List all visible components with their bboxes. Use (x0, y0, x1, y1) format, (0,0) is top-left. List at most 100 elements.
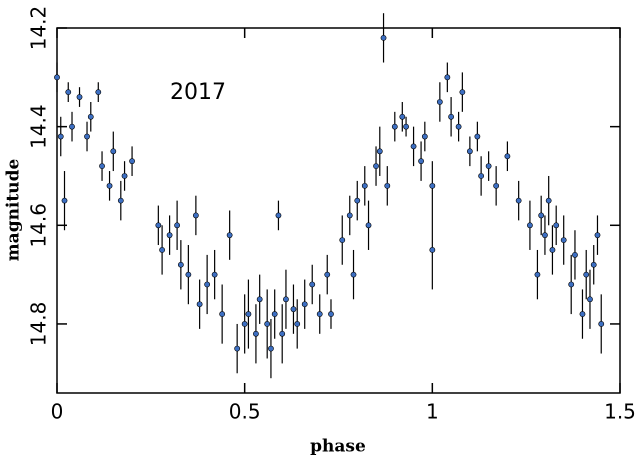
data-point (65, 89, 72, 96)
data-point (418, 158, 424, 165)
data-point (478, 173, 485, 179)
data-point (301, 301, 308, 308)
data-point (99, 163, 105, 170)
data-point (54, 74, 60, 81)
data-point (196, 301, 203, 308)
data-point (339, 237, 346, 243)
data-point (542, 232, 548, 239)
data-point (309, 281, 316, 288)
data-point (279, 330, 286, 337)
data-point (275, 212, 282, 219)
data-point (159, 247, 165, 253)
data-point (121, 173, 128, 179)
data-point (493, 182, 500, 189)
data-point (403, 123, 409, 130)
x-tick-label: 1.5 (604, 400, 636, 424)
data-point (448, 113, 454, 120)
data-point (444, 74, 451, 81)
data-point (436, 99, 443, 105)
data-point (129, 158, 135, 165)
data-point (219, 311, 226, 317)
data-point (354, 197, 361, 204)
data-point (185, 271, 192, 278)
data-point (504, 153, 511, 160)
plot-frame (56, 27, 621, 394)
data-point (474, 133, 481, 140)
data-point (211, 271, 218, 278)
data-point (545, 197, 552, 204)
data-point (294, 321, 301, 327)
data-point (380, 34, 387, 41)
data-point (429, 247, 436, 253)
data-point (271, 311, 278, 317)
data-point (328, 311, 334, 317)
data-point (399, 113, 406, 120)
data-point (316, 311, 323, 317)
data-point (76, 94, 83, 100)
data-point (290, 306, 297, 313)
data-point (174, 222, 181, 229)
data-point (459, 89, 466, 96)
data-point (429, 182, 436, 189)
data-point (361, 182, 368, 189)
data-point (384, 182, 391, 189)
data-point (61, 197, 68, 204)
data-point (110, 148, 117, 155)
y-tick-label: 14.6 (27, 203, 51, 248)
data-point (485, 163, 492, 170)
data-point (560, 237, 567, 243)
x-tick-label: 0 (51, 400, 64, 424)
data-point (166, 232, 173, 239)
data-point (283, 296, 289, 303)
data-point (455, 123, 462, 130)
data-point (376, 148, 383, 155)
y-tick-label: 14.4 (27, 104, 51, 149)
data-point (594, 232, 601, 239)
data-point (256, 296, 263, 303)
data-point (155, 222, 162, 229)
data-point (268, 345, 274, 352)
data-point (84, 133, 90, 140)
data-point (527, 222, 533, 229)
data-point (264, 321, 271, 327)
data-point (69, 123, 75, 130)
data-point (421, 133, 428, 140)
data-point (534, 271, 541, 278)
data-point (177, 261, 184, 268)
data-point (549, 247, 556, 253)
y-tick-label: 14.2 (27, 6, 51, 51)
data-point (590, 261, 597, 268)
data-point (241, 321, 248, 327)
data-point (587, 296, 593, 303)
y-tick-label: 14.8 (27, 302, 51, 347)
data-point (568, 281, 575, 288)
data-point (117, 197, 124, 204)
data-point (346, 212, 353, 219)
data-point (245, 311, 252, 317)
data-point (373, 163, 379, 170)
data-point (253, 330, 259, 337)
data-point (391, 123, 398, 130)
data-point (324, 271, 331, 278)
data-point (365, 222, 372, 229)
data-point (192, 212, 199, 219)
y-axis-label: magnitude (4, 159, 24, 262)
x-axis-label: phase (310, 437, 366, 457)
data-point (350, 271, 357, 278)
data-point (57, 133, 64, 140)
data-point (515, 197, 522, 204)
data-point (583, 271, 590, 278)
annotation: 2017 (170, 80, 226, 105)
data-point (598, 321, 605, 327)
data-point (204, 281, 211, 288)
data-point (410, 143, 417, 150)
data-point (234, 345, 241, 352)
data-point (106, 182, 113, 189)
data-point (553, 222, 560, 229)
data-point (226, 232, 233, 239)
data-point (572, 251, 578, 258)
data-point (466, 148, 473, 155)
data-point (579, 311, 586, 317)
